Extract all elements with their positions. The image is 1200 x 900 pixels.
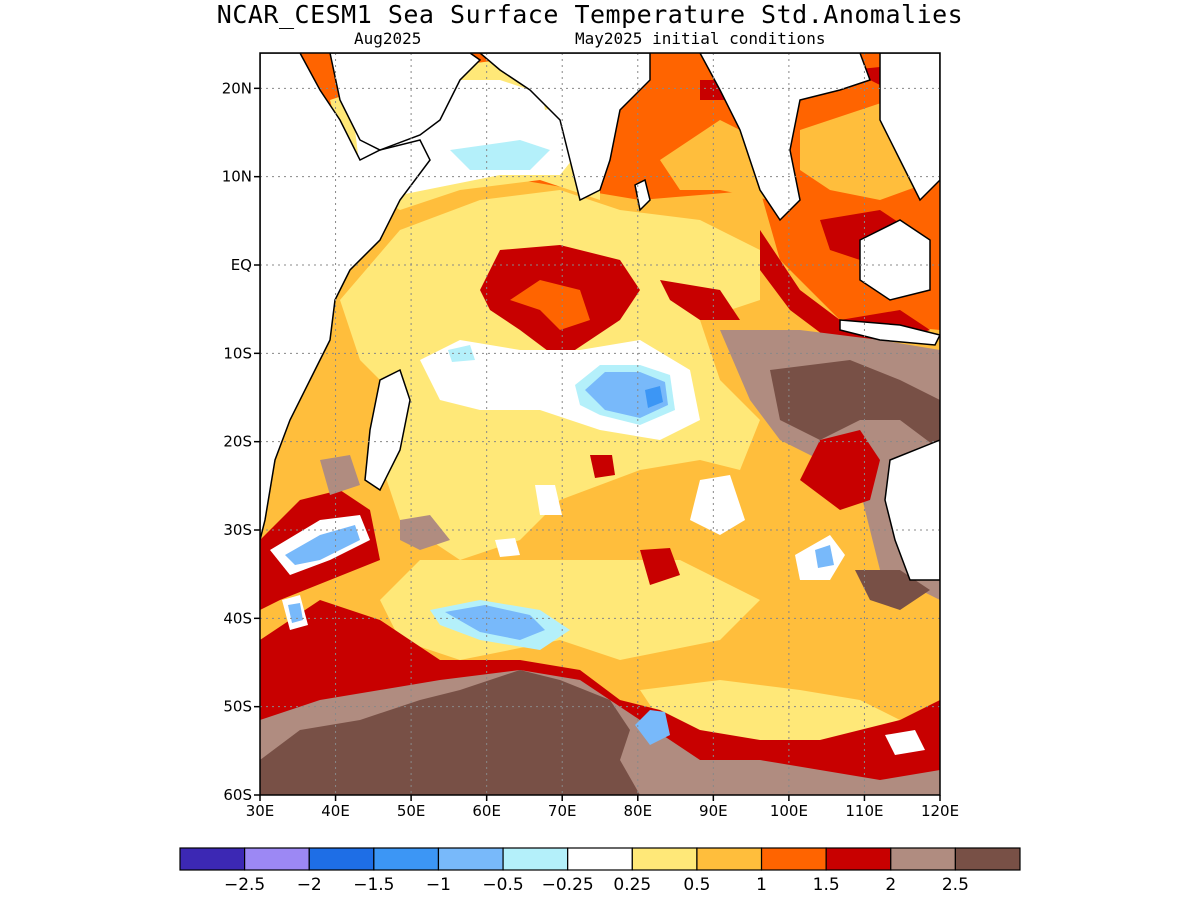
lon-tick-label: 110E bbox=[845, 802, 883, 820]
anomaly-region-midblue bbox=[645, 386, 663, 408]
colorbar-label: 0.25 bbox=[613, 875, 651, 895]
colorbar-swatch bbox=[308, 847, 375, 871]
land-india bbox=[478, 53, 651, 202]
anomaly-region-blue bbox=[445, 605, 545, 640]
anomaly-region-white bbox=[535, 485, 562, 515]
anomaly-region-red bbox=[590, 455, 615, 478]
colorbar-swatch bbox=[631, 847, 698, 871]
colorbar-label: −2.5 bbox=[224, 875, 265, 895]
anomaly-region-white bbox=[495, 538, 520, 557]
lon-tick-label: 30E bbox=[246, 802, 275, 820]
colorbar-swatch bbox=[244, 847, 310, 871]
lat-tick-label: EQ bbox=[231, 256, 252, 274]
anomaly-region-red bbox=[800, 430, 880, 510]
anomaly-region-lightblue bbox=[448, 345, 475, 362]
anomaly-region-blue bbox=[585, 372, 668, 418]
land-masses bbox=[260, 53, 940, 581]
colorbar-label: 2.5 bbox=[942, 875, 969, 895]
lat-tick-label: 60S bbox=[223, 786, 252, 804]
lon-tick-label: 50E bbox=[397, 802, 426, 820]
colorbar-swatch bbox=[825, 847, 892, 871]
colorbar-swatch bbox=[760, 847, 827, 871]
anomaly-region-orange bbox=[510, 280, 590, 330]
colorbar-swatch bbox=[954, 847, 1021, 871]
colorbar-swatch bbox=[696, 847, 763, 871]
map-frame bbox=[259, 52, 941, 796]
colorbar-swatch bbox=[179, 847, 246, 871]
colorbar-label: −2 bbox=[297, 875, 322, 895]
anomaly-region-white bbox=[885, 730, 925, 755]
land-australia bbox=[884, 439, 940, 581]
lon-tick-label: 60E bbox=[472, 802, 501, 820]
anomaly-region-darkbrown bbox=[770, 360, 940, 450]
anomaly-region-brown bbox=[320, 455, 360, 495]
lat-tick-label: 20N bbox=[222, 79, 252, 97]
anomaly-region-red bbox=[660, 280, 740, 320]
colorbar-swatch bbox=[502, 847, 569, 871]
lat-tick-label: 20S bbox=[223, 433, 252, 451]
anomaly-region-red bbox=[820, 210, 910, 260]
lat-tick-label: 50S bbox=[223, 698, 252, 716]
forecast-month: Aug2025 bbox=[354, 29, 422, 48]
colorbar-swatch bbox=[437, 847, 504, 871]
colorbar: −2.5 −2 −1.5 −1 −0.5 −0.25 0.25 0.5 1 1.5 2 2.5 bbox=[179, 847, 1021, 895]
anomaly-region-darkbrown bbox=[260, 670, 640, 795]
colorbar-label: −0.5 bbox=[482, 875, 523, 895]
anomaly-region-lightorange bbox=[660, 120, 770, 200]
lon-tick-label: 120E bbox=[921, 802, 959, 820]
colorbar-swatch bbox=[373, 847, 440, 871]
anomaly-region-blue bbox=[815, 545, 834, 568]
colorbar-label: 0.5 bbox=[683, 875, 710, 895]
colorbar-swatch bbox=[567, 847, 633, 871]
lat-tick-label: 10S bbox=[223, 344, 252, 362]
colorbar-label: −1 bbox=[426, 875, 451, 895]
lon-tick-label: 100E bbox=[770, 802, 808, 820]
anomaly-region-white bbox=[690, 475, 745, 535]
lon-tick-label: 70E bbox=[548, 802, 577, 820]
anomaly-region-lightblue bbox=[450, 140, 550, 170]
anomaly-region-red bbox=[640, 548, 680, 585]
land-madagascar bbox=[364, 368, 411, 492]
lon-tick-label: 80E bbox=[623, 802, 652, 820]
land-sri-lanka bbox=[634, 178, 651, 212]
anomaly-region-brown bbox=[400, 515, 450, 550]
land-southeast-asia bbox=[879, 53, 940, 202]
lon-tick-label: 40E bbox=[321, 802, 350, 820]
land-arabia bbox=[329, 53, 482, 151]
anomaly-region-red bbox=[760, 230, 930, 340]
anomaly-region-blue bbox=[635, 710, 670, 745]
anomaly-region-blue bbox=[285, 525, 360, 565]
colorbar-label: −1.5 bbox=[353, 875, 394, 895]
graticule bbox=[260, 53, 940, 795]
land-myanmar-indochina bbox=[699, 53, 871, 222]
land-java bbox=[839, 319, 940, 346]
lat-tick-label: 40S bbox=[223, 609, 252, 627]
land-borneo bbox=[859, 219, 931, 301]
colorbar-swatch bbox=[890, 847, 956, 871]
anomaly-fields bbox=[260, 55, 940, 795]
lat-tick-label: 30S bbox=[223, 521, 252, 539]
lat-tick-label: 10N bbox=[222, 168, 252, 186]
lon-tick-label: 90E bbox=[699, 802, 728, 820]
colorbar-label: 1.5 bbox=[813, 875, 840, 895]
land-africa bbox=[260, 53, 431, 541]
colorbar-label: −0.25 bbox=[542, 875, 594, 895]
map-title: NCAR_CESM1 Sea Surface Temperature Std.A… bbox=[216, 0, 964, 29]
colorbar-label: 1 bbox=[756, 875, 767, 895]
initial-conditions: May2025 initial conditions bbox=[575, 29, 826, 48]
colorbar-label: 2 bbox=[885, 875, 896, 895]
